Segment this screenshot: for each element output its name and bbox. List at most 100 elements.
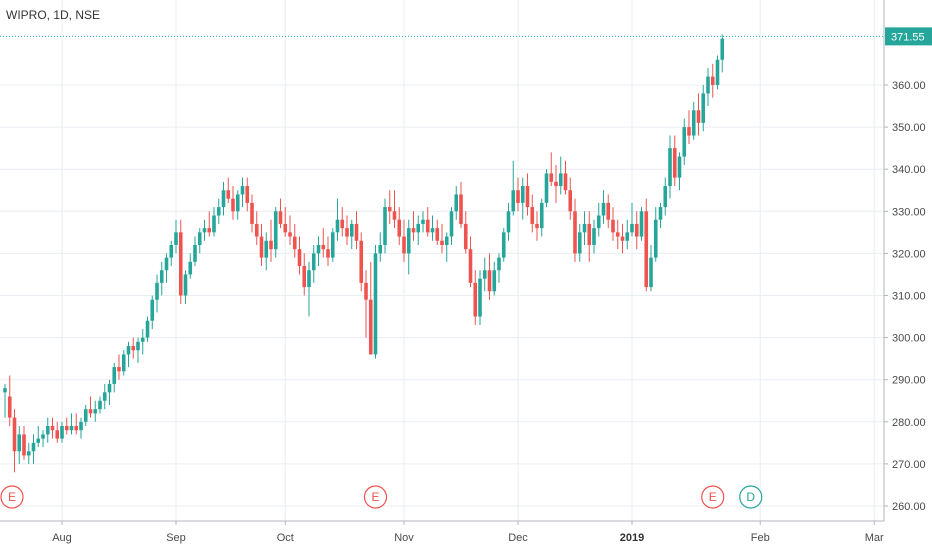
candle (449, 207, 454, 245)
candle (606, 194, 611, 229)
candle-body (478, 278, 482, 317)
candle (406, 219, 411, 275)
candle (677, 152, 682, 191)
candle-body (421, 219, 425, 224)
candle-body (311, 253, 316, 271)
candle (197, 228, 202, 254)
candle-body (278, 211, 283, 224)
candle-body (539, 202, 544, 229)
candle (349, 219, 354, 250)
candle (340, 207, 345, 237)
candle-body (131, 346, 136, 351)
candle (663, 177, 668, 216)
candle-body (307, 270, 311, 288)
candle-body (60, 426, 64, 439)
candle-body (126, 346, 131, 355)
candle (392, 190, 397, 229)
candle (307, 261, 311, 317)
event-letter: E (8, 490, 16, 504)
candle-body (259, 236, 264, 258)
candle (539, 198, 544, 237)
candle (273, 207, 278, 258)
candle (22, 426, 26, 460)
candle (463, 211, 468, 254)
candle (601, 190, 606, 224)
candle-body (615, 232, 620, 237)
event-letter: D (746, 490, 755, 504)
candle-body (373, 253, 378, 355)
earnings-marker[interactable]: E (701, 485, 725, 509)
candle (297, 236, 302, 275)
candle (511, 160, 516, 216)
candle-body (50, 426, 55, 431)
candle (620, 223, 625, 254)
event-letter: E (709, 490, 717, 504)
price-tick-label: 350.00 (892, 122, 926, 134)
candle (126, 341, 131, 368)
candle (60, 421, 64, 443)
time-axis[interactable]: Aug Sep Oct Nov Dec 2019 Feb Mar (0, 520, 884, 544)
price-tick-label: 360.00 (892, 80, 926, 92)
candle-body (117, 367, 121, 372)
candle (653, 207, 658, 262)
candle-body (497, 257, 501, 271)
candle-body (492, 270, 497, 292)
candle (17, 426, 22, 464)
price-tick-label: 330.00 (892, 206, 926, 218)
candle-body (330, 232, 335, 258)
price-axis[interactable]: 260.00 270.00 280.00 290.00 300.00 310.00 320.… (883, 0, 926, 521)
candle (658, 202, 663, 229)
candle-body (292, 236, 297, 250)
candle (41, 430, 45, 448)
chart-title: WIPRO, 1D, NSE (6, 8, 100, 22)
candle-body (425, 219, 430, 233)
candle-body (473, 282, 478, 317)
candle (140, 329, 145, 355)
candle (98, 396, 102, 414)
candle-body (155, 282, 159, 300)
price-tick-label: 310.00 (892, 291, 926, 303)
candle (701, 85, 706, 132)
candle (188, 253, 193, 279)
candle (544, 169, 549, 208)
candle-body (411, 228, 416, 233)
candle (288, 215, 292, 245)
candle-body (202, 228, 207, 233)
candle-body (511, 190, 516, 212)
candle-body (264, 240, 269, 258)
candle (672, 135, 677, 187)
candle (487, 253, 492, 300)
candle (269, 219, 273, 262)
candle-body (658, 207, 663, 220)
candle-body (520, 186, 525, 203)
candles (3, 34, 725, 473)
event-circle (0, 485, 24, 509)
candle-body (26, 451, 31, 456)
dividend-marker[interactable]: D (739, 485, 763, 509)
candle-body (326, 249, 330, 258)
candle-body (644, 211, 649, 288)
last-price-label: 371.55 (891, 31, 925, 43)
candle-body (64, 426, 69, 431)
candle-body (136, 341, 140, 351)
candle (592, 219, 596, 254)
earnings-marker[interactable]: E (0, 485, 24, 509)
candle-body (459, 194, 463, 224)
candle-body (554, 181, 558, 187)
candle-body (250, 202, 254, 224)
candle (55, 421, 60, 443)
candle-body (216, 207, 221, 216)
candle-body (112, 367, 117, 384)
candle-body (558, 173, 563, 187)
candle-body (501, 232, 506, 258)
candle-body (435, 228, 440, 241)
earnings-marker[interactable]: E (363, 485, 388, 509)
candle-body (245, 186, 250, 203)
candle-body (672, 148, 677, 178)
candle (202, 219, 207, 241)
candle-body (506, 211, 511, 233)
candle-body (345, 228, 349, 237)
candle (416, 215, 421, 245)
